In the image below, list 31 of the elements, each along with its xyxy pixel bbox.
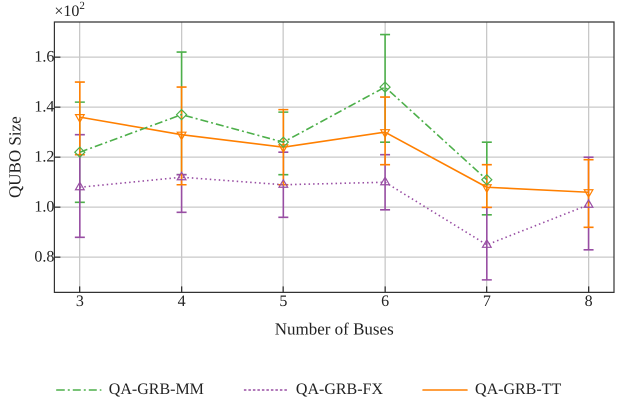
x-axis-title: Number of Buses — [274, 319, 394, 338]
x-tick-label: 4 — [178, 293, 186, 310]
x-tick-label: 7 — [482, 293, 491, 310]
y-tick-label: 1.4 — [34, 98, 54, 116]
y-tick-label: 1.6 — [34, 48, 54, 66]
y-tick-label: 1.0 — [34, 198, 54, 216]
y-tick-label: 0.8 — [34, 248, 54, 266]
point — [278, 136, 289, 148]
point — [380, 129, 390, 138]
legend-label: QA-GRB-FX — [296, 381, 384, 398]
point — [74, 114, 85, 123]
point — [176, 132, 187, 140]
x-tick-label: 5 — [279, 293, 288, 310]
x-tick-label: 8 — [584, 293, 593, 310]
legend-label: QA-GRB-TT — [475, 381, 562, 398]
point — [380, 176, 390, 186]
legend-label: QA-GRB-MM — [108, 381, 204, 398]
y-axis-title: QUBO Size — [6, 116, 25, 198]
point — [584, 199, 594, 208]
point — [482, 239, 492, 248]
x-tick-label: 6 — [381, 293, 390, 310]
point — [379, 81, 391, 93]
point — [481, 174, 492, 186]
point — [74, 146, 86, 158]
point — [176, 109, 188, 120]
point — [176, 172, 187, 180]
y-tick-label: 1.2 — [34, 148, 54, 166]
x-tick-label: 3 — [76, 293, 84, 310]
point — [278, 179, 288, 188]
point — [278, 144, 288, 153]
point — [74, 182, 85, 190]
